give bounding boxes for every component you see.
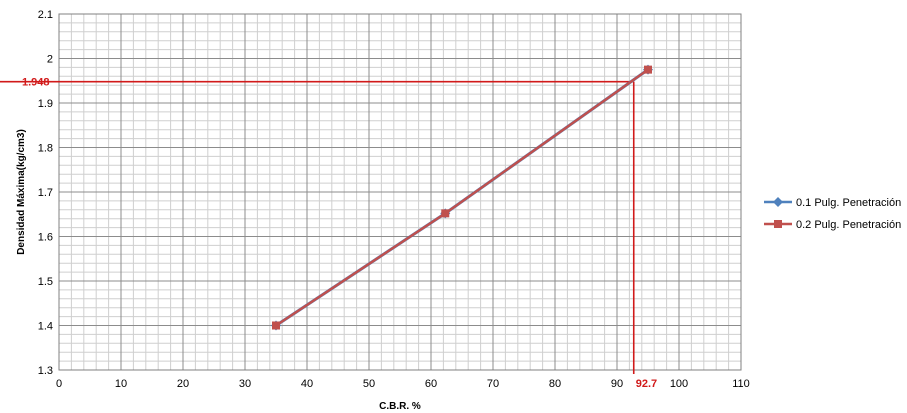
x-tick-label: 30 bbox=[239, 378, 251, 390]
legend-label: 0.1 Pulg. Penetración bbox=[796, 197, 901, 209]
x-tick-label: 60 bbox=[425, 378, 437, 390]
data-point-square bbox=[272, 321, 280, 330]
y-tick-label: 1.5 bbox=[38, 276, 53, 288]
series-layer bbox=[271, 64, 653, 331]
y-tick-label: 1.3 bbox=[38, 365, 53, 377]
x-tick-label: 50 bbox=[363, 378, 375, 390]
reference-x-label: 92.7 bbox=[636, 378, 657, 390]
reference-lines bbox=[0, 80, 635, 374]
data-point-square bbox=[441, 209, 450, 218]
x-tick-label: 70 bbox=[487, 378, 499, 390]
x-tick-label: 0 bbox=[56, 378, 62, 390]
y-tick-label: 1.8 bbox=[38, 143, 53, 155]
y-tick-label: 1.7 bbox=[38, 187, 53, 199]
data-point-square bbox=[774, 220, 782, 228]
reference-y-label: 1.948 bbox=[22, 77, 50, 89]
plot-area-frame bbox=[58, 13, 742, 371]
y-tick-label: 1.9 bbox=[38, 98, 53, 110]
y-tick-label: 2 bbox=[47, 54, 53, 66]
x-tick-label: 110 bbox=[732, 378, 750, 390]
y-tick-label: 1.4 bbox=[38, 321, 53, 333]
y-axis-ticks: 1.3 1.4 1.5 1.6 1.7 1.8 1.9 2 2.1 bbox=[38, 9, 53, 377]
x-tick-label: 40 bbox=[301, 378, 313, 390]
reference-labels: 1.948 92.7 bbox=[22, 77, 657, 390]
series-2 bbox=[272, 65, 652, 330]
x-tick-label: 20 bbox=[177, 378, 189, 390]
legend: 0.1 Pulg. Penetración 0.2 Pulg. Penetraci… bbox=[764, 197, 901, 231]
legend-item: 0.1 Pulg. Penetración bbox=[764, 197, 901, 209]
x-tick-label: 100 bbox=[670, 378, 688, 390]
x-axis-title: C.B.R. % bbox=[379, 401, 421, 412]
data-point-diamond bbox=[773, 197, 783, 207]
data-point-square bbox=[644, 65, 652, 74]
legend-label: 0.2 Pulg. Penetración bbox=[796, 219, 901, 231]
legend-item: 0.2 Pulg. Penetración bbox=[764, 219, 901, 231]
y-tick-label: 1.6 bbox=[38, 232, 53, 244]
x-axis-ticks: 0 10 20 30 40 50 60 70 80 90 100 110 bbox=[56, 378, 750, 390]
x-tick-label: 80 bbox=[549, 378, 561, 390]
x-tick-label: 10 bbox=[115, 378, 127, 390]
x-tick-label: 90 bbox=[611, 378, 623, 390]
y-axis-title: Densidad Máxima(kg/cm3) bbox=[16, 129, 27, 255]
y-tick-label: 2.1 bbox=[38, 9, 53, 21]
